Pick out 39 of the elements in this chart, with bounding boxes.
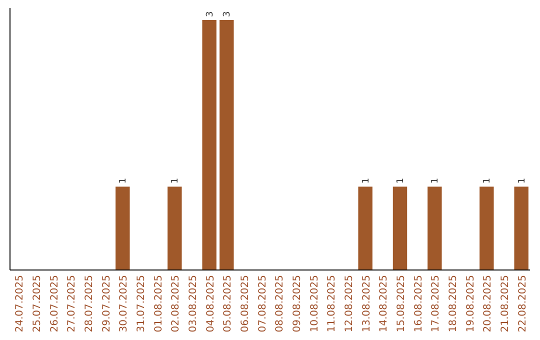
data-label: 1 [396, 178, 406, 184]
x-tick-label: 30.07.2025 [118, 275, 130, 332]
x-tick-label: 28.07.2025 [84, 275, 95, 332]
x-tick-label: 26.07.2025 [49, 275, 60, 332]
x-tick-label: 18.08.2025 [448, 275, 459, 332]
data-label: 1 [170, 178, 181, 184]
x-tick-label: 11.08.2025 [326, 275, 338, 332]
data-label: 3 [205, 11, 216, 17]
x-tick-label: 07.08.2025 [257, 275, 268, 332]
data-label: 1 [517, 178, 528, 184]
data-label: 1 [118, 178, 129, 184]
data-label: 3 [222, 11, 233, 17]
x-tick-label: 08.08.2025 [274, 275, 286, 332]
x-tick-label: 16.08.2025 [413, 275, 424, 332]
x-tick-label: 04.08.2025 [205, 275, 216, 332]
x-tick-label: 15.08.2025 [396, 275, 407, 332]
x-tick-label: 24.07.2025 [14, 275, 26, 332]
x-tick-label: 31.07.2025 [136, 275, 147, 332]
x-tick-label: 09.08.2025 [292, 275, 303, 332]
data-label: 1 [482, 178, 493, 184]
x-tick-label: 05.08.2025 [222, 275, 234, 332]
x-tick-label: 27.07.2025 [66, 275, 78, 332]
x-tick-label: 13.08.2025 [361, 275, 372, 332]
x-tick-label: 12.08.2025 [344, 275, 355, 332]
data-label: 1 [430, 178, 441, 184]
x-tick-label: 21.08.2025 [500, 275, 511, 332]
x-tick-label: 10.08.2025 [309, 275, 320, 332]
data-label: 1 [361, 178, 372, 184]
x-tick-label: 29.07.2025 [101, 275, 112, 332]
x-tick-label: 02.08.2025 [170, 275, 182, 332]
x-tick-label: 03.08.2025 [188, 275, 199, 332]
x-tick-label: 19.08.2025 [465, 275, 476, 332]
x-tick-label: 06.08.2025 [240, 275, 251, 332]
x-tick-label: 14.08.2025 [378, 275, 390, 332]
x-tick-label: 25.07.2025 [32, 275, 43, 332]
x-tick-label: 17.08.2025 [430, 275, 442, 332]
x-tick-label: 20.08.2025 [482, 275, 494, 332]
x-tick-label: 22.08.2025 [517, 275, 528, 332]
x-tick-label: 01.08.2025 [153, 275, 164, 332]
